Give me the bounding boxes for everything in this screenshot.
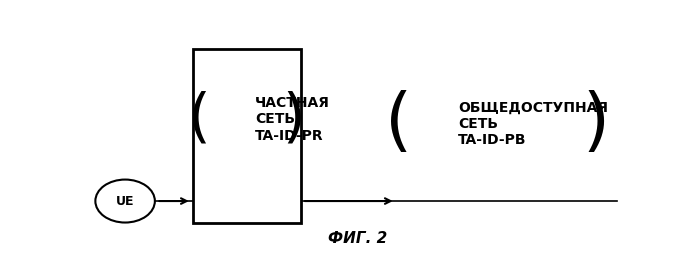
Text: (: ( <box>385 90 412 157</box>
Text: ): ) <box>582 90 609 157</box>
Text: UE: UE <box>116 194 135 208</box>
Text: ОБЩЕДОСТУПНАЯ
СЕТЬ
TA-ID-PB: ОБЩЕДОСТУПНАЯ СЕТЬ TA-ID-PB <box>458 100 608 147</box>
Text: (: ( <box>188 91 211 148</box>
Text: ФИГ. 2: ФИГ. 2 <box>328 231 387 246</box>
Bar <box>193 49 301 223</box>
Text: ЧАСТНАЯ
СЕТЬ
TA-ID-PR: ЧАСТНАЯ СЕТЬ TA-ID-PR <box>255 96 330 143</box>
Ellipse shape <box>96 180 155 223</box>
Text: ): ) <box>283 91 305 148</box>
